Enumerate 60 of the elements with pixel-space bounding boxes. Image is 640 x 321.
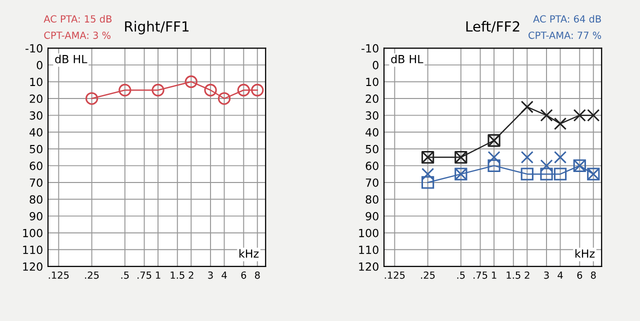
x-tick-label: 2: [188, 271, 194, 279]
y-axis-title: dB HL: [391, 54, 424, 64]
y-tick-label: 70: [30, 178, 42, 187]
y-tick-label: 100: [359, 228, 378, 238]
x-tick-label: .25: [421, 271, 435, 279]
x-axis-title: kHz: [239, 249, 259, 258]
y-tick-label: 60: [366, 162, 378, 170]
x-tick-label: 4: [222, 272, 227, 279]
text: CPT-AMA: 77 %: [528, 32, 602, 39]
x-tick-label: 3: [208, 271, 213, 279]
y-tick-label: 120: [23, 262, 42, 271]
y-tick-label: 100: [23, 228, 42, 238]
y-tick-label: 10: [30, 78, 42, 86]
y-tick-label: 70: [366, 178, 378, 187]
y-tick-label: 120: [359, 262, 378, 271]
y-tick-label: 50: [30, 144, 42, 154]
x-tick-label: .75: [474, 272, 488, 279]
text: AC PTA: 64 dB: [533, 15, 601, 23]
y-tick-label: -10: [26, 44, 42, 53]
x-tick-label: .5: [121, 272, 129, 279]
x-tick-label: 6: [577, 271, 582, 279]
chart-title: Left/FF2: [466, 20, 520, 33]
y-tick-label: 110: [359, 246, 378, 254]
y-tick-label: 30: [366, 111, 378, 120]
y-tick-label: 50: [366, 144, 378, 154]
y-tick-label: 90: [366, 212, 378, 220]
x-tick-label: 4: [558, 272, 563, 279]
x-tick-label: 6: [241, 271, 246, 279]
y-tick-label: 90: [30, 212, 42, 220]
y-tick-label: 0: [372, 60, 378, 70]
x-tick-label: .125: [384, 271, 405, 279]
y-tick-label: 80: [366, 195, 378, 204]
x-tick-label: .125: [48, 271, 69, 279]
y-tick-label: 20: [30, 94, 42, 103]
x-tick-label: .5: [457, 272, 465, 279]
x-tick-label: 8: [254, 271, 260, 279]
y-tick-label: 110: [23, 246, 42, 254]
chart-title: Right/FF1: [125, 20, 189, 34]
y-axis-title: dB HL: [55, 54, 88, 64]
y-tick-label: 20: [366, 94, 378, 103]
y-tick-label: 40: [30, 128, 42, 136]
x-tick-label: 3: [544, 271, 549, 279]
x-tick-label: 1: [492, 272, 496, 279]
y-tick-label: 80: [30, 195, 42, 204]
x-tick-label: 8: [590, 271, 596, 279]
y-tick-label: -10: [362, 44, 378, 53]
y-tick-label: 40: [366, 128, 378, 136]
y-tick-label: 10: [366, 78, 378, 86]
y-tick-label: 0: [36, 60, 42, 70]
x-tick-label: 1.5: [506, 272, 520, 279]
y-tick-label: 30: [30, 111, 42, 120]
x-tick-label: .75: [138, 272, 152, 279]
x-tick-label: 1.5: [170, 272, 184, 279]
x-tick-label: 2: [524, 271, 530, 279]
x-tick-label: 1: [156, 272, 160, 279]
text: CPT-AMA: 3 %: [44, 32, 111, 39]
x-axis-title: kHz: [575, 249, 595, 258]
x-tick-label: .25: [85, 271, 99, 279]
y-tick-label: 60: [30, 162, 42, 170]
text: AC PTA: 15 dB: [44, 15, 112, 23]
